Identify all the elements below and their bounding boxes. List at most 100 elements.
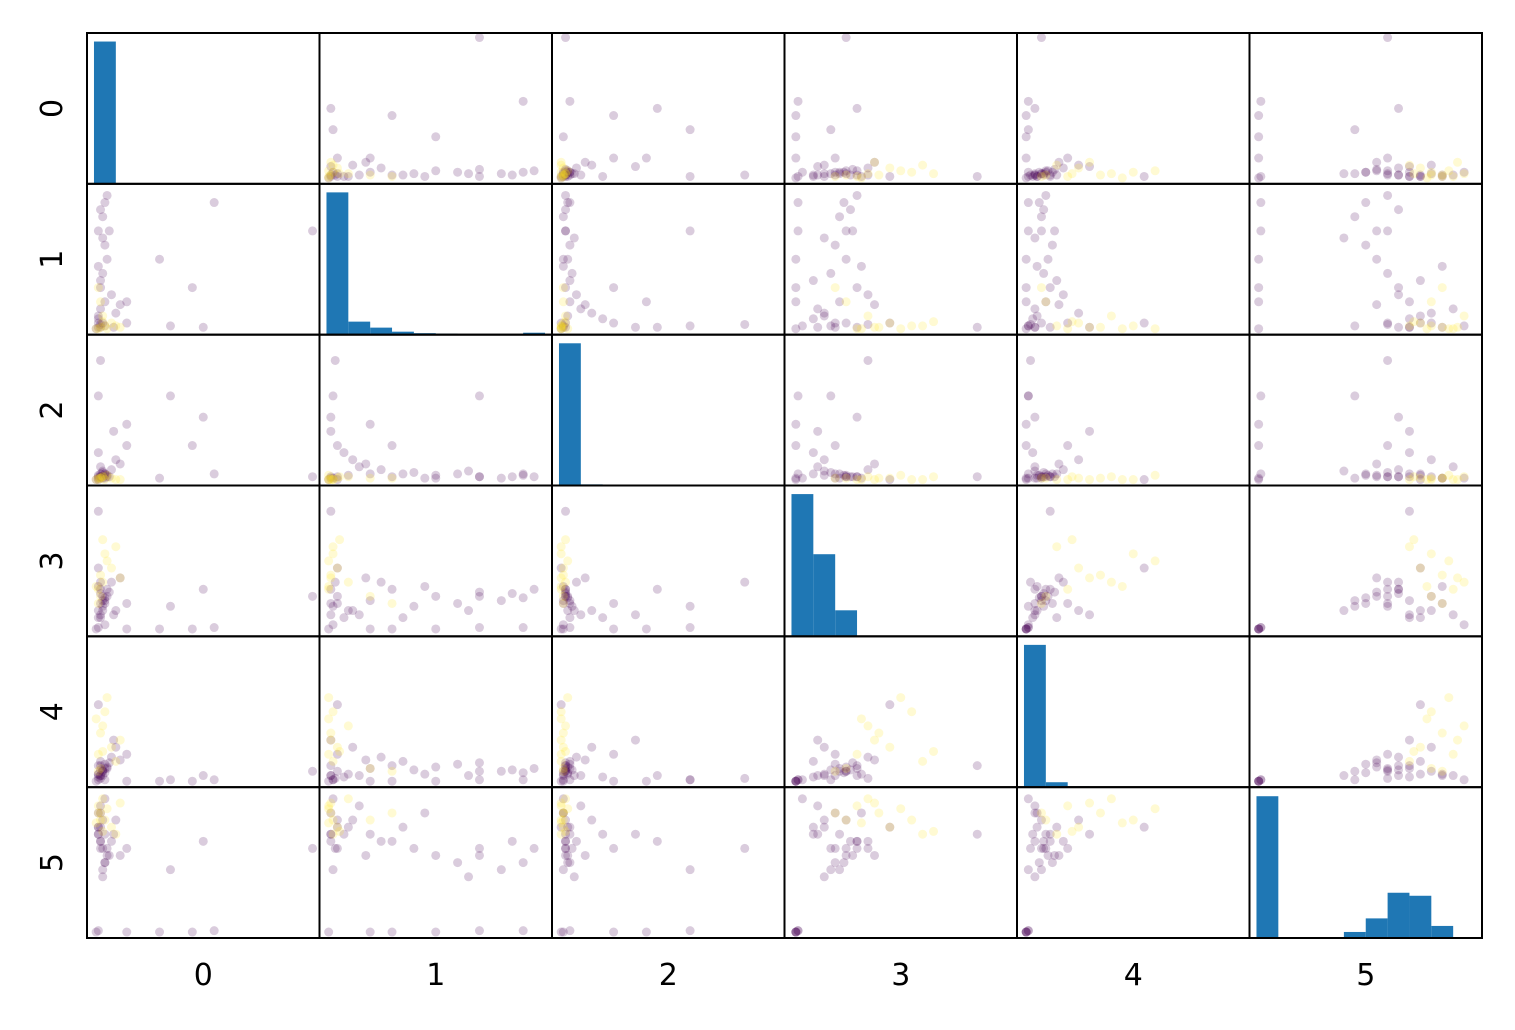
point (166, 775, 175, 784)
point (188, 283, 197, 292)
point (842, 319, 851, 328)
point (1118, 582, 1127, 591)
point (1427, 297, 1436, 306)
point (826, 269, 835, 278)
point (1044, 255, 1053, 264)
point (1022, 154, 1031, 163)
point (820, 233, 829, 242)
point (609, 928, 618, 937)
point (166, 391, 175, 400)
hist-bar (835, 610, 857, 636)
point (329, 391, 338, 400)
point (561, 33, 570, 42)
panel-frame (552, 486, 785, 637)
point (431, 624, 440, 633)
point (1383, 472, 1392, 481)
point (686, 602, 695, 611)
point (609, 111, 618, 120)
point (344, 721, 353, 730)
point (1096, 323, 1105, 332)
point (377, 753, 386, 762)
point (1068, 535, 1077, 544)
panel (1017, 486, 1250, 637)
point (559, 808, 568, 817)
point (653, 837, 662, 846)
point (122, 297, 131, 306)
point (1350, 775, 1359, 784)
point (557, 736, 566, 745)
point (1427, 764, 1436, 773)
point (791, 777, 800, 786)
panel (785, 486, 1018, 637)
point (1449, 771, 1458, 780)
point (929, 827, 938, 836)
point (831, 154, 840, 163)
point (155, 255, 164, 264)
point (398, 613, 407, 622)
point (1444, 693, 1453, 702)
point (1041, 297, 1050, 306)
point (366, 624, 375, 633)
point (587, 743, 596, 752)
point (210, 775, 219, 784)
point (1394, 771, 1403, 780)
point (1422, 714, 1431, 723)
point (92, 582, 101, 591)
panel-frame (785, 636, 1018, 787)
x-axis-label: 2 (659, 958, 678, 993)
point (94, 775, 103, 784)
point (1409, 535, 1418, 544)
point (1037, 599, 1046, 608)
point (431, 592, 440, 601)
point (1254, 154, 1263, 163)
point (1054, 573, 1063, 582)
point (1024, 794, 1033, 803)
point (508, 589, 517, 598)
point (326, 104, 335, 113)
point (1405, 448, 1414, 457)
point (103, 804, 112, 813)
point (598, 772, 607, 781)
point (366, 764, 375, 773)
point (431, 851, 440, 860)
point (1254, 441, 1263, 450)
panel (320, 787, 553, 938)
point (609, 319, 618, 328)
point (324, 556, 333, 565)
point (366, 830, 375, 839)
point (587, 816, 596, 825)
point (826, 865, 835, 874)
point (853, 413, 862, 422)
point (103, 693, 112, 702)
point (813, 427, 822, 436)
point (98, 827, 107, 836)
hist-bar (1431, 926, 1453, 938)
panel-frame (87, 486, 320, 637)
point (1350, 212, 1359, 221)
point (1050, 226, 1059, 235)
point (809, 448, 818, 457)
point (1026, 356, 1035, 365)
point (896, 471, 905, 480)
panel (320, 335, 553, 486)
point (1118, 324, 1127, 333)
point (348, 816, 357, 825)
point (464, 771, 473, 780)
point (1030, 233, 1039, 242)
panel (1017, 335, 1250, 486)
point (420, 172, 429, 181)
point (842, 171, 851, 180)
x-axis-label: 0 (194, 958, 213, 993)
point (1140, 475, 1149, 484)
point (1438, 262, 1447, 271)
point (155, 777, 164, 786)
point (409, 602, 418, 611)
point (116, 799, 125, 808)
y-axis-label: 2 (35, 401, 70, 420)
point (870, 755, 879, 764)
point (842, 816, 851, 825)
point (1438, 582, 1447, 591)
point (572, 578, 581, 587)
point (366, 777, 375, 786)
point (409, 169, 418, 178)
